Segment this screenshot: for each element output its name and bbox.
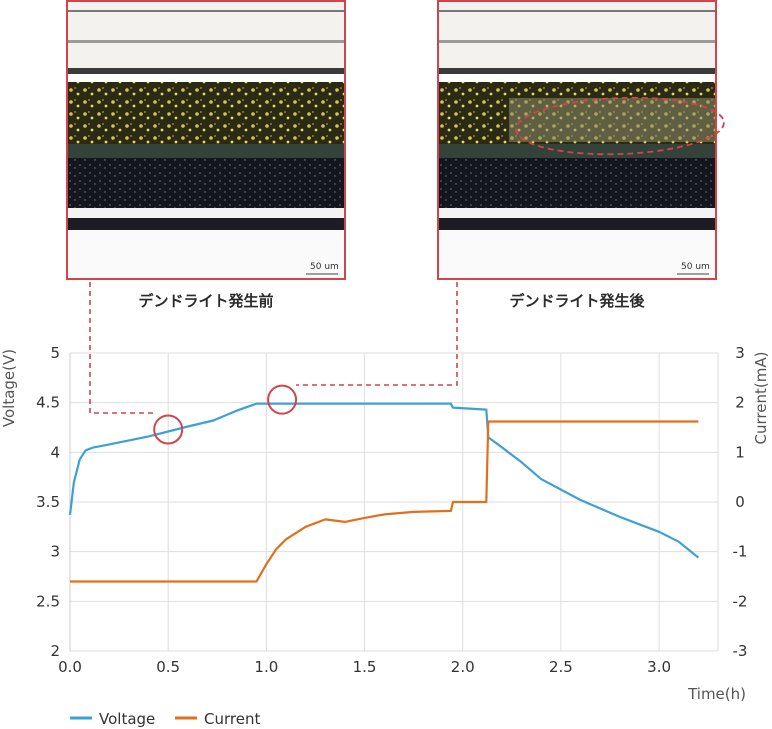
- y2-tick-label: 0: [735, 493, 745, 511]
- x-axis-label: Time(h): [687, 685, 746, 703]
- legend-voltage-label: Voltage: [99, 710, 155, 728]
- annotation-circle: [267, 384, 298, 415]
- y-tick-label: 4.5: [36, 394, 60, 412]
- series-line-voltage: [68, 402, 700, 559]
- y-tick-label: 3.5: [36, 493, 60, 511]
- y2-tick-label: -3: [733, 642, 748, 660]
- legend-current-label: Current: [204, 710, 260, 728]
- micrograph-before-image: [68, 2, 344, 278]
- y-tick-label: 3: [50, 543, 60, 561]
- caption-after: デンドライト発生後: [509, 292, 645, 310]
- caption-before: デンドライト発生前: [138, 292, 274, 310]
- x-tick-label: 0.0: [58, 658, 82, 676]
- y2-tick-label: 2: [735, 394, 745, 412]
- x-tick-label: 1.0: [254, 658, 278, 676]
- annotation-connector: [89, 282, 155, 414]
- x-tick-label: 1.5: [353, 658, 377, 676]
- legend: Voltage Current: [70, 710, 260, 728]
- y2-axis-label: Current(mA): [752, 352, 770, 445]
- annotation-circle: [153, 414, 184, 445]
- series-line-current: [70, 420, 699, 583]
- y2-tick-label: 3: [735, 344, 745, 362]
- y2-tick-label: -2: [733, 592, 748, 610]
- dendrite-highlight-ellipse: [515, 96, 725, 156]
- y-axis-label: Voltage(V): [0, 349, 18, 427]
- scale-bar-label: 50 um: [310, 262, 339, 272]
- photo-after-dendrite: 50 um: [437, 0, 717, 280]
- x-tick-label: 3.0: [647, 658, 671, 676]
- annotation-connector: [296, 282, 458, 386]
- y-tick-label: 2: [50, 642, 60, 660]
- y-tick-label: 4: [50, 443, 60, 461]
- photo-before-dendrite: 50 um: [66, 0, 346, 280]
- x-tick-label: 2.0: [451, 658, 475, 676]
- x-tick-label: 2.5: [549, 658, 573, 676]
- y-tick-label: 2.5: [36, 592, 60, 610]
- y-tick-label: 5: [50, 344, 60, 362]
- micrograph-after-image: [439, 2, 715, 278]
- y2-tick-label: 1: [735, 443, 745, 461]
- y2-tick-label: -1: [733, 543, 748, 561]
- x-tick-label: 0.5: [156, 658, 180, 676]
- scale-bar-label: 50 um: [681, 262, 710, 272]
